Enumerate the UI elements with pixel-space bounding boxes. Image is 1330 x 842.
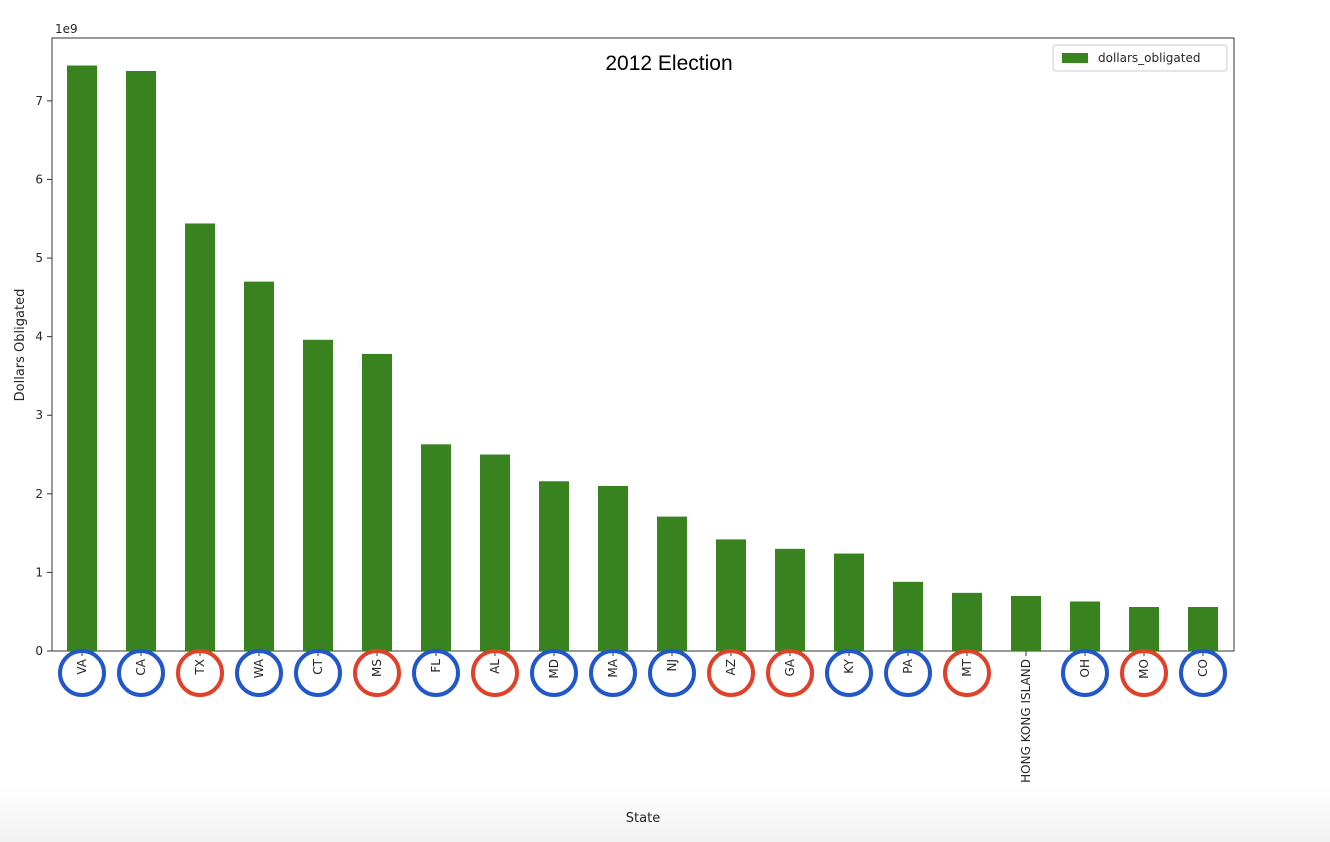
circle-annotation-red <box>766 649 814 697</box>
x-tick-label: GA <box>783 658 797 676</box>
bar-az <box>716 539 746 651</box>
page-footer-band <box>0 786 1330 842</box>
circle-annotation-blue <box>589 649 637 697</box>
x-tick-label: KY <box>842 658 856 673</box>
bar-wa <box>244 281 274 651</box>
x-tick-label: MS <box>370 659 384 677</box>
legend-label: dollars_obligated <box>1098 51 1200 65</box>
bar-nj <box>657 516 687 651</box>
x-tick-label: CA <box>134 658 148 675</box>
bar-mt <box>952 592 982 651</box>
circle-annotation-blue <box>1061 649 1109 697</box>
y-tick-label: 4 <box>35 330 43 344</box>
chart-title: 2012 Election <box>605 52 732 75</box>
x-tick-label: WA <box>252 658 266 678</box>
circle-annotation-blue <box>235 649 283 697</box>
bar-md <box>539 481 569 651</box>
bar-ct <box>303 339 333 651</box>
circle-annotation-red <box>471 649 519 697</box>
bar-oh <box>1070 601 1100 651</box>
x-tick-label: FL <box>429 659 443 673</box>
circle-annotation-blue <box>648 649 696 697</box>
bar-hong-kong-island <box>1011 595 1041 651</box>
x-tick-label: NJ <box>665 659 679 672</box>
circle-annotation-red <box>353 649 401 697</box>
y-axis-ticks: 0 1 2 3 4 5 6 7 <box>35 94 52 658</box>
x-tick-label: VA <box>75 658 89 674</box>
x-tick-label: TX <box>193 659 207 676</box>
bar-tx <box>185 223 215 651</box>
x-tick-label: HONG KONG ISLAND <box>1019 659 1033 783</box>
x-axis-ticks: VA CA TX WA CT MS FL AL MD MA NJ AZ GA KY PA MT HONG KON… <box>75 651 1210 783</box>
bar-al <box>480 454 510 651</box>
legend-swatch <box>1062 53 1088 63</box>
x-tick-label: PA <box>901 658 915 673</box>
circle-annotation-blue <box>58 649 106 697</box>
circle-annotation-red <box>176 649 224 697</box>
legend: dollars_obligated <box>1052 44 1228 72</box>
x-tick-label: MO <box>1137 659 1151 679</box>
circle-annotation-blue <box>412 649 460 697</box>
circle-annotation-blue <box>294 649 342 697</box>
plot-area <box>51 37 1235 652</box>
x-tick-label: MT <box>960 658 974 676</box>
y-tick-label: 7 <box>35 94 43 108</box>
bar-pa <box>893 581 923 651</box>
annotation-circles <box>58 649 1227 697</box>
y-tick-label: 0 <box>35 644 43 658</box>
bar-ma <box>598 485 628 651</box>
x-tick-label: AZ <box>724 659 738 675</box>
circle-annotation-blue <box>884 649 932 697</box>
legend-box <box>1052 44 1228 72</box>
x-axis-label: State <box>626 811 660 826</box>
x-tick-label: MD <box>547 659 561 679</box>
x-tick-label: OH <box>1078 659 1092 677</box>
circle-annotation-red <box>707 649 755 697</box>
bar-co <box>1188 606 1218 651</box>
bar-va <box>67 65 97 651</box>
circle-annotation-blue <box>530 649 578 697</box>
y-tick-label: 2 <box>35 487 43 501</box>
x-tick-label: CT <box>311 658 325 674</box>
bar-ms <box>362 353 392 651</box>
x-tick-label: MA <box>606 658 620 677</box>
bar-mo <box>1129 606 1159 651</box>
x-tick-label: AL <box>488 659 502 674</box>
bars-group <box>67 65 1218 651</box>
bar-ca <box>126 71 156 651</box>
circle-annotation-red <box>943 649 991 697</box>
y-tick-label: 1 <box>35 565 43 579</box>
bar-ky <box>834 553 864 651</box>
circle-annotation-blue <box>117 649 165 697</box>
y-tick-label: 3 <box>35 408 43 422</box>
bar-fl <box>421 444 451 651</box>
y-axis-label: Dollars Obligated <box>13 289 28 402</box>
y-tick-label: 5 <box>35 251 43 265</box>
circle-annotation-red <box>1120 649 1168 697</box>
bar-ga <box>775 548 805 651</box>
y-scale-label: 1e9 <box>55 22 78 36</box>
circle-annotation-blue <box>825 649 873 697</box>
y-tick-label: 6 <box>35 172 43 186</box>
x-tick-label: CO <box>1196 659 1210 677</box>
circle-annotation-blue <box>1179 649 1227 697</box>
